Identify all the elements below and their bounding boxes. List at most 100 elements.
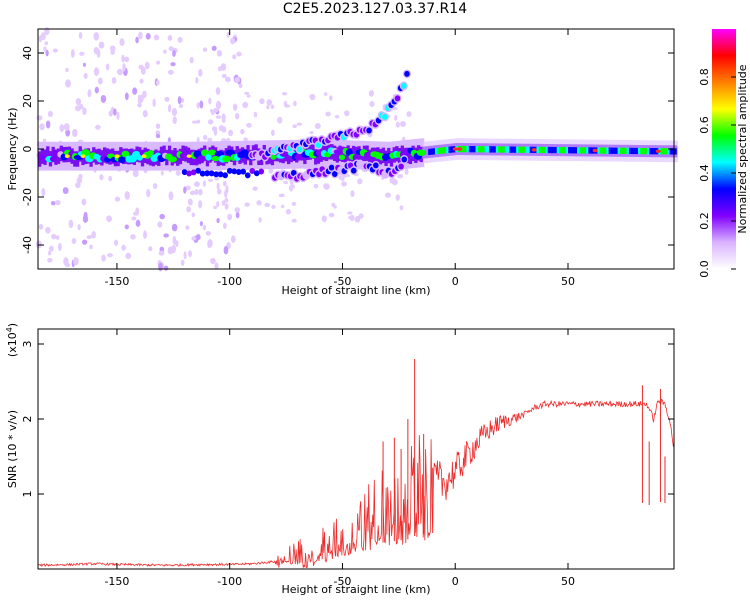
spectrogram-cell xyxy=(198,69,203,77)
spectrogram-cell xyxy=(464,145,468,153)
spectrogram-cell xyxy=(489,146,492,153)
spectrogram-cell xyxy=(144,61,150,70)
spectrogram-cell xyxy=(148,246,153,252)
spectrogram-cell xyxy=(159,146,164,163)
spectrogram-cell xyxy=(604,147,607,154)
spectrogram-cell xyxy=(360,149,364,165)
spectrogram-cell xyxy=(622,147,625,154)
spectrogram-cell xyxy=(155,80,160,86)
spectrogram-marks xyxy=(35,27,678,272)
spectrogram-cell xyxy=(662,148,666,155)
snr-x-axis-label: Height of straight line (km) xyxy=(281,583,430,596)
spectrogram-cell xyxy=(83,211,88,219)
spectrogram-cell xyxy=(333,149,344,155)
spectrogram-cell xyxy=(399,205,404,211)
spectrogram-cell xyxy=(38,223,44,230)
spectrogram-cell xyxy=(592,148,598,153)
spectrogram-cell xyxy=(137,102,142,108)
spectrogram-cell xyxy=(531,148,537,152)
spectrogram-cell xyxy=(397,174,404,179)
spectrogram-cell xyxy=(252,186,258,191)
spectrogram-cell xyxy=(202,47,208,52)
spectrogram-cell xyxy=(338,175,344,180)
spectrogram-cell xyxy=(123,56,130,63)
spectrogram-cell xyxy=(270,129,275,136)
spectrogram-cell xyxy=(167,35,173,41)
spectrogram-cell xyxy=(199,100,204,109)
spectrogram-cell xyxy=(498,146,501,153)
spectrogram-cell xyxy=(399,121,406,127)
spectrogram-cell xyxy=(441,147,445,154)
spectrogram-cell xyxy=(224,76,231,83)
spectrogram-cell xyxy=(574,147,578,154)
spectrogram-cell xyxy=(46,146,50,162)
spectrogram-cell xyxy=(232,103,238,111)
spectrogram-cell xyxy=(477,146,481,153)
spectrogram-cell xyxy=(457,147,463,151)
spectrogram-cell xyxy=(47,257,53,263)
spectrogram-cell xyxy=(75,98,82,106)
spectrogram-cell xyxy=(141,154,147,158)
spectrogram-cell xyxy=(186,154,192,158)
spectrogram-cell xyxy=(450,146,454,153)
spectrogram-cell xyxy=(132,169,139,178)
spectrogram-cell xyxy=(222,180,227,187)
spectrogram-cell xyxy=(341,181,347,187)
spectrogram-cell xyxy=(608,147,612,154)
spectrogram-cell xyxy=(91,231,96,238)
colorbar-ticks: 0.0 0.2 0.4 0.6 0.8 xyxy=(698,68,736,278)
spectrogram-cell xyxy=(207,137,213,143)
spectrogram-cell xyxy=(83,72,88,79)
spectrogram-cell xyxy=(669,148,673,155)
spectrogram-cell xyxy=(358,213,364,219)
spectrogram-cell xyxy=(48,245,54,252)
spectrogram-cell xyxy=(199,170,206,177)
spectrogram-cell xyxy=(606,147,610,154)
spectrogram-cell xyxy=(191,120,198,124)
spectrogram-cell xyxy=(626,147,630,155)
spectrogram-cell xyxy=(119,38,125,46)
spectrogram-cell xyxy=(520,146,524,153)
spectrogram-cell xyxy=(635,147,639,155)
spectrogram-cell xyxy=(217,188,222,195)
spectrogram-cell xyxy=(332,170,338,177)
spectrogram-cell xyxy=(296,146,303,153)
spectrogram-cell xyxy=(296,122,303,126)
spectrogram-cell xyxy=(213,205,217,210)
spectrogram-cell xyxy=(246,122,252,128)
spectrogram-cell xyxy=(292,124,298,129)
spectrogram-cell xyxy=(323,183,330,190)
spectrogram-cell xyxy=(309,93,316,101)
spectrogram-y-tick-label: -40 xyxy=(21,236,34,254)
spectrogram-cell xyxy=(338,154,346,161)
spectrogram-cell xyxy=(529,146,533,153)
spectrogram-cell xyxy=(329,95,333,101)
spectrogram-cell xyxy=(170,62,176,67)
spectrogram-cell xyxy=(446,146,449,154)
spectrogram-cell xyxy=(222,172,228,179)
spectrogram-cell xyxy=(167,69,174,75)
spectrogram-cell xyxy=(54,199,61,206)
spectrogram-cell xyxy=(68,219,74,229)
spectrogram-cell xyxy=(244,202,250,207)
spectrogram-cell xyxy=(47,110,53,118)
spectrogram-cell xyxy=(509,146,513,153)
spectrogram-cell xyxy=(222,222,227,230)
spectrogram-cell xyxy=(258,168,265,175)
spectrogram-cell xyxy=(321,215,327,223)
spectrogram-cell xyxy=(70,49,75,58)
spectrogram-cell xyxy=(124,224,129,230)
colorbar-tick-label: 0.8 xyxy=(698,68,711,86)
spectrogram-cell xyxy=(525,146,528,153)
spectrogram-cell xyxy=(82,62,86,67)
spectrogram-cell xyxy=(401,156,408,163)
spectrogram-cell xyxy=(163,233,169,238)
spectrogram-cell xyxy=(99,174,104,181)
spectrogram-cell xyxy=(101,254,106,262)
spectrogram-cell xyxy=(253,111,258,118)
spectrogram-cell xyxy=(430,148,434,155)
spectrogram-cell xyxy=(221,200,226,204)
spectrogram-cell xyxy=(198,200,203,209)
spectrogram-cell xyxy=(208,97,212,105)
spectrogram-cell xyxy=(291,218,297,223)
